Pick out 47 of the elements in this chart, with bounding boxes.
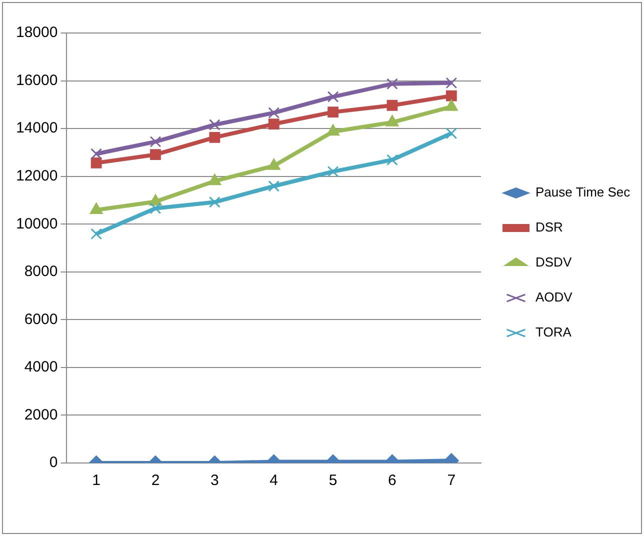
point <box>446 90 457 102</box>
point <box>150 149 161 160</box>
point <box>267 158 280 170</box>
point <box>150 136 162 148</box>
x-tick-label: 4 <box>270 472 278 490</box>
y-tick-label: 16000 <box>16 72 58 89</box>
point <box>268 107 280 118</box>
point <box>386 78 398 90</box>
x-tick-label: 7 <box>447 472 456 490</box>
point <box>208 119 220 130</box>
point <box>386 154 398 166</box>
legend-label: DSR <box>536 220 563 235</box>
y-tick-label: 18000 <box>16 24 58 42</box>
legend-label: DSDV <box>536 254 572 270</box>
y-tick-label: 14000 <box>16 120 58 137</box>
y-tick-label: 4000 <box>24 358 58 376</box>
y-tick-label: 12000 <box>16 167 58 184</box>
legend-label: TORA <box>536 324 572 340</box>
point <box>150 202 162 214</box>
legend-label: Pause Time Sec <box>536 184 631 200</box>
x-tick-label: 6 <box>388 472 396 490</box>
point <box>90 158 102 168</box>
point <box>90 228 102 240</box>
point <box>209 132 220 143</box>
point <box>327 91 339 102</box>
y-tick-label: 6000 <box>24 310 58 328</box>
point <box>208 196 220 208</box>
point <box>90 148 102 160</box>
legend-label: AODV <box>536 290 573 305</box>
point <box>446 77 458 89</box>
x-tick-label: 5 <box>328 472 338 490</box>
y-tick-label: 2000 <box>24 406 58 424</box>
x-tick-label: 1 <box>92 472 100 490</box>
point <box>386 100 398 111</box>
point <box>208 174 222 186</box>
point <box>327 166 339 178</box>
point <box>268 118 280 130</box>
x-tick-label: 3 <box>210 472 219 490</box>
point <box>328 106 338 118</box>
y-tick-label: 10000 <box>16 215 58 232</box>
y-tick-label: 8000 <box>24 263 58 280</box>
point <box>326 124 340 136</box>
point <box>446 128 458 140</box>
y-tick-label: 0 <box>49 454 58 472</box>
point <box>90 202 103 214</box>
point <box>268 180 280 192</box>
x-tick-label: 2 <box>151 472 160 490</box>
